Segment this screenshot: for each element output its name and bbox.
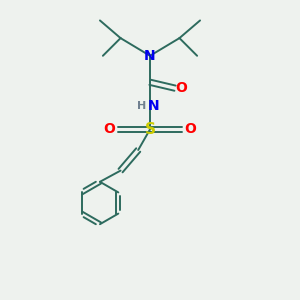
Text: O: O	[185, 122, 197, 136]
Text: S: S	[145, 122, 155, 137]
Text: O: O	[103, 122, 115, 136]
Text: N: N	[144, 49, 156, 63]
Text: H: H	[137, 101, 146, 111]
Text: O: O	[175, 81, 187, 95]
Text: N: N	[148, 99, 159, 113]
